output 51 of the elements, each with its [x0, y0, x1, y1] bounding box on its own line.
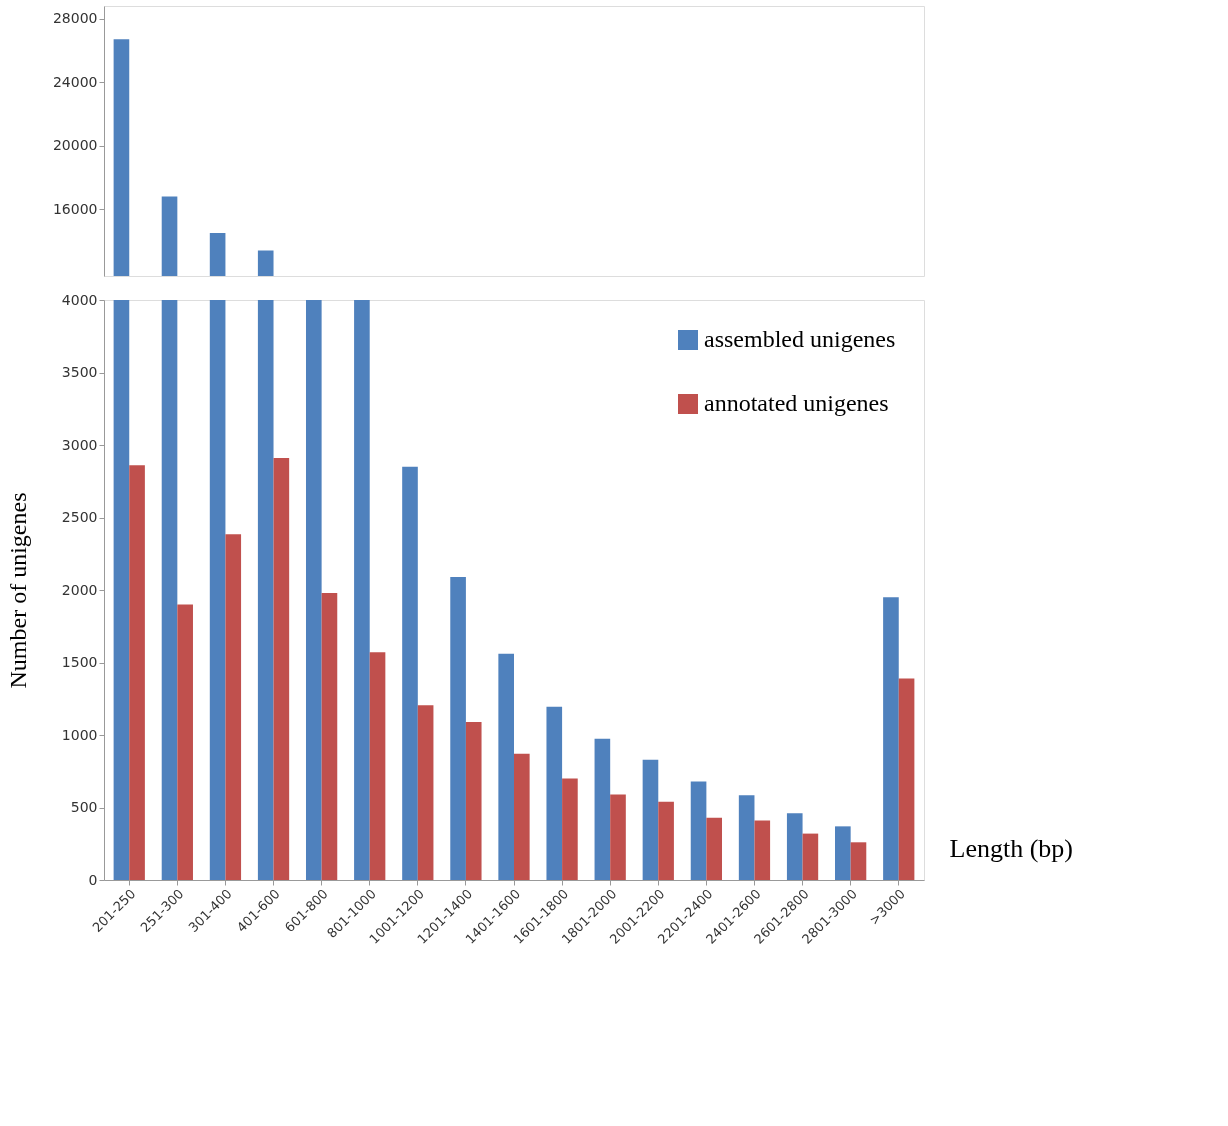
y-tick-label: 1500 [61, 654, 98, 670]
bar [321, 592, 338, 880]
y-tick-label: 28000 [52, 10, 98, 27]
bar [658, 801, 674, 880]
y-tick-label: 20000 [52, 137, 98, 154]
bar [690, 781, 707, 880]
bar [802, 833, 819, 880]
bar [354, 300, 370, 880]
bar [514, 753, 530, 880]
bar [754, 820, 771, 880]
y-tick-label: 1000 [61, 726, 98, 743]
bar [402, 466, 418, 880]
bar [850, 842, 867, 880]
y-tick-label: 500 [70, 799, 98, 815]
bar [562, 778, 578, 880]
bar [546, 706, 563, 880]
bar [498, 653, 514, 880]
y-tick-label: 3500 [61, 364, 98, 380]
bar [113, 300, 130, 880]
legend-label: annotated unigenes [704, 390, 889, 416]
bar [417, 705, 434, 880]
y-tick-label: 0 [88, 871, 98, 888]
bar [257, 300, 274, 880]
y-axis-title: Number of unigenes [4, 492, 31, 689]
bar [209, 300, 226, 880]
x-axis-title: Length (bp) [949, 833, 1073, 863]
y-tick-label: 2500 [61, 509, 98, 525]
bar [642, 759, 659, 880]
bar [738, 795, 755, 880]
bar [177, 604, 193, 880]
legend-label: assembled unigenes [704, 326, 896, 352]
bar [450, 576, 466, 880]
bar [786, 813, 803, 880]
bar [610, 794, 626, 880]
bar [369, 652, 386, 880]
y-tick-label: 24000 [52, 73, 98, 90]
bar [273, 458, 290, 880]
bar [305, 300, 322, 880]
bar [225, 534, 242, 880]
bar [835, 826, 851, 880]
y-tick-label: 4000 [61, 291, 98, 308]
bar [898, 678, 915, 880]
y-tick-label: 2000 [61, 581, 98, 598]
bar [129, 465, 145, 880]
bar [594, 738, 611, 880]
bar [161, 300, 178, 880]
y-tick-label: 3000 [61, 436, 98, 453]
bar [883, 597, 899, 880]
bar [465, 721, 482, 880]
y-tick-label: 16000 [52, 200, 98, 217]
bar [706, 817, 723, 880]
